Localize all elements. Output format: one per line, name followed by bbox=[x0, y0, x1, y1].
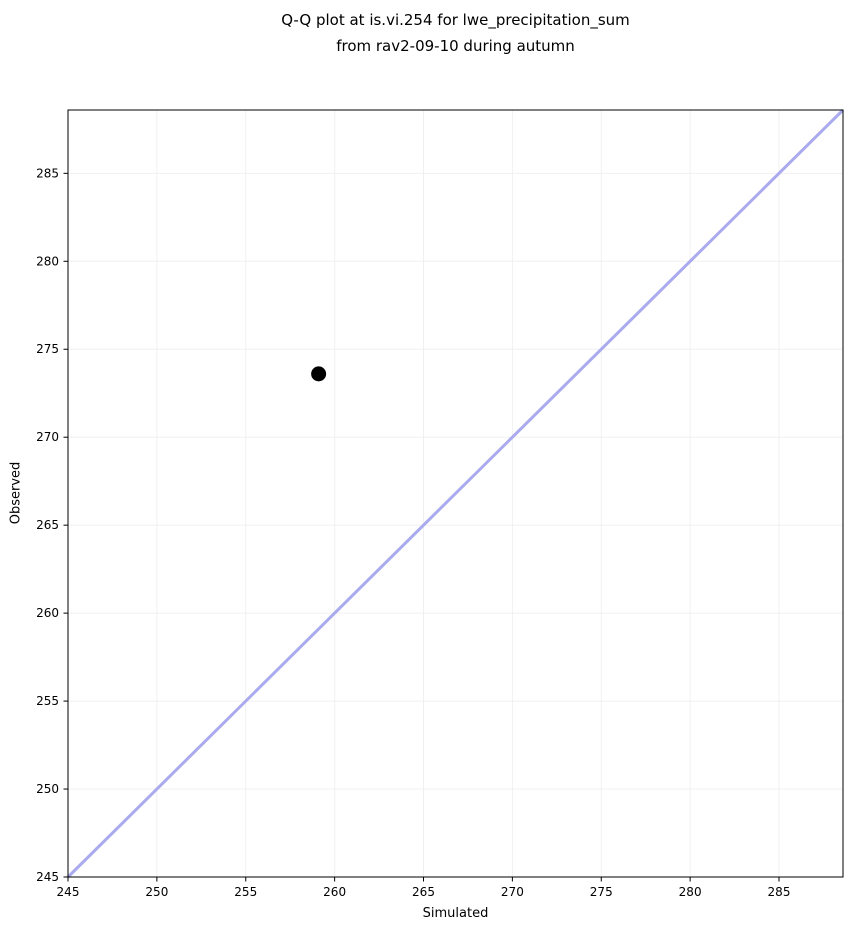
x-tick-label: 270 bbox=[501, 885, 524, 899]
y-tick-label: 250 bbox=[36, 782, 59, 796]
x-axis-label: Simulated bbox=[422, 906, 489, 921]
y-axis-label: Observed bbox=[8, 461, 24, 525]
y-tick-label: 255 bbox=[36, 694, 59, 708]
chart-title-line2: from rav2-09-10 during autumn bbox=[336, 37, 575, 55]
x-tick-label: 250 bbox=[145, 885, 168, 899]
qq-data-point bbox=[311, 366, 327, 382]
x-tick-label: 255 bbox=[234, 885, 257, 899]
chart-title-line1: Q-Q plot at is.vi.254 for lwe_precipitat… bbox=[281, 11, 630, 29]
y-tick-label: 285 bbox=[36, 166, 59, 180]
y-tick-label: 275 bbox=[36, 342, 59, 356]
y-tick-label: 270 bbox=[36, 430, 59, 444]
y-tick-label: 280 bbox=[36, 254, 59, 268]
y-tick-label: 260 bbox=[36, 606, 59, 620]
identity-line bbox=[66, 108, 845, 879]
y-tick-label: 265 bbox=[36, 518, 59, 532]
y-tick-label: 245 bbox=[36, 870, 59, 884]
x-tick-label: 265 bbox=[412, 885, 435, 899]
axes-border bbox=[67, 109, 844, 878]
x-tick-label: 275 bbox=[590, 885, 613, 899]
chart-title: Q-Q plot at is.vi.254 for lwe_precipitat… bbox=[68, 7, 843, 59]
x-tick-label: 260 bbox=[323, 885, 346, 899]
x-tick-label: 280 bbox=[679, 885, 702, 899]
x-tick-label: 285 bbox=[768, 885, 791, 899]
x-tick-label: 245 bbox=[57, 885, 80, 899]
